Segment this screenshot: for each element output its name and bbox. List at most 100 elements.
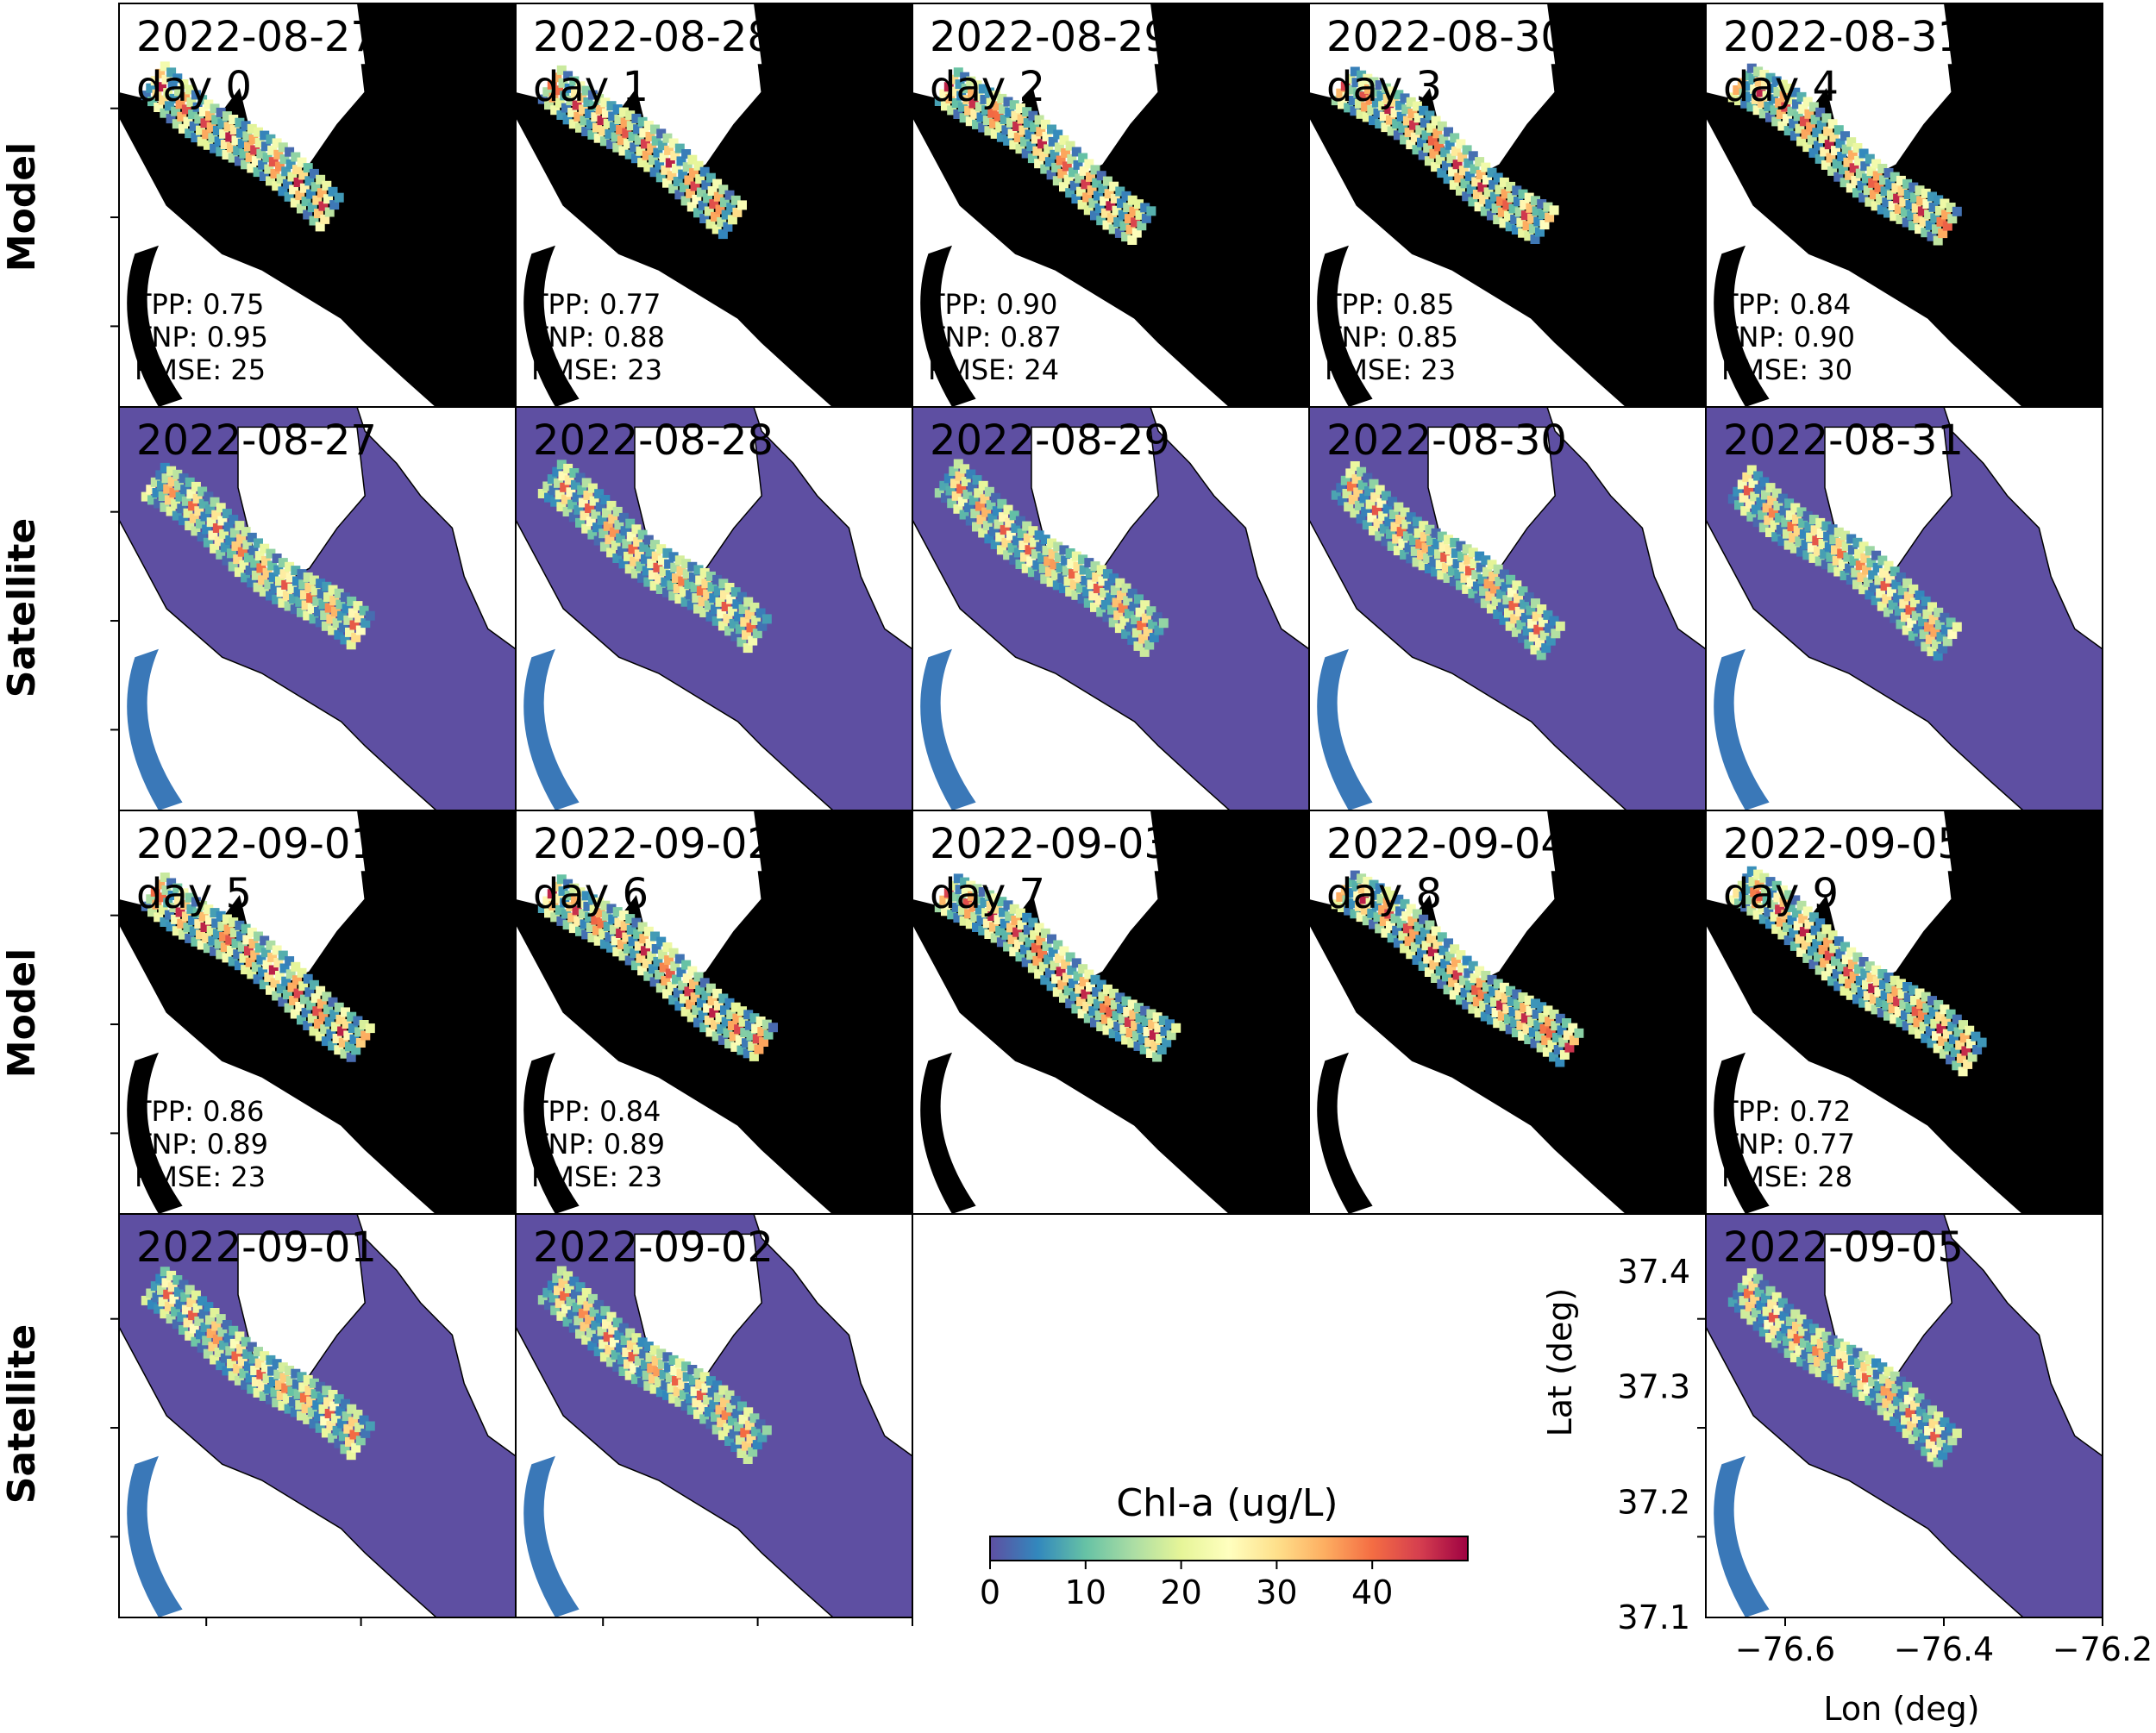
- chl-cell: [566, 1297, 576, 1306]
- chl-cell: [297, 1411, 306, 1421]
- chl-cell: [707, 1387, 718, 1398]
- chl-cell: [720, 590, 730, 600]
- chl-cell: [337, 1418, 348, 1429]
- land-southwest: [912, 923, 1232, 1214]
- chl-cell: [637, 922, 648, 932]
- chl-cell: [1336, 892, 1346, 902]
- chl-cell: [1938, 643, 1948, 654]
- chl-cell: [1390, 913, 1401, 923]
- chl-cell: [172, 926, 182, 936]
- chl-cell: [679, 1390, 689, 1400]
- chl-cell: [727, 606, 737, 616]
- chl-cell: [244, 553, 254, 563]
- chl-cell: [682, 1372, 693, 1382]
- chl-cell: [659, 962, 669, 973]
- chl-cell: [172, 73, 183, 84]
- chl-cell: [1135, 210, 1145, 220]
- chl-cell: [1084, 558, 1094, 568]
- chl-cell: [605, 1344, 615, 1354]
- chl-cell: [1750, 84, 1760, 94]
- chl-cell: [1067, 559, 1077, 569]
- chl-cell: [196, 125, 205, 135]
- chl-cell: [1907, 210, 1917, 221]
- chl-cell: [365, 610, 375, 621]
- chl-cell: [649, 1384, 660, 1394]
- chl-cell: [1456, 995, 1465, 1005]
- chl-cell: [1883, 560, 1894, 571]
- chl-cell: [1908, 182, 1919, 192]
- chl-cell: [668, 591, 679, 601]
- chl-cell: [242, 540, 253, 550]
- land-southwest: [1309, 519, 1628, 810]
- panel-day-label: day 3: [1326, 63, 1442, 111]
- chl-cell: [328, 186, 338, 197]
- chl-cell: [1783, 1336, 1792, 1346]
- chl-cell: [197, 136, 207, 147]
- chl-cell: [560, 482, 570, 492]
- chl-cell: [597, 116, 607, 126]
- chl-cell: [1737, 880, 1747, 891]
- chl-cell: [587, 894, 598, 904]
- chl-cell: [1767, 83, 1777, 93]
- chl-cell: [1952, 1060, 1962, 1071]
- chl-cell: [1847, 960, 1858, 969]
- chl-cell: [681, 559, 692, 569]
- chl-cell: [275, 576, 285, 586]
- chl-cell: [1497, 1010, 1507, 1021]
- chl-cell: [273, 1369, 284, 1380]
- chl-cell: [172, 1319, 182, 1329]
- chl-cell: [171, 106, 181, 116]
- chl-cell: [991, 91, 1001, 101]
- chl-cell: [262, 960, 273, 970]
- chl-cell: [1759, 1279, 1770, 1290]
- chl-cell: [1483, 579, 1494, 589]
- land-southwest: [1706, 116, 2025, 407]
- chl-cell: [1742, 71, 1752, 81]
- chl-cell: [991, 893, 1001, 904]
- chl-cell: [347, 1404, 357, 1414]
- chl-cell: [606, 1357, 617, 1367]
- chl-cell: [1481, 555, 1491, 566]
- chl-cell: [550, 497, 561, 507]
- chl-cell: [1917, 1420, 1927, 1430]
- chl-cell: [1742, 1275, 1752, 1286]
- chl-cell: [1531, 196, 1540, 206]
- chl-cell: [1916, 604, 1927, 614]
- chl-cell: [203, 537, 213, 547]
- chl-cell: [959, 113, 969, 123]
- chl-cell: [643, 535, 654, 545]
- chl-cell: [1789, 1341, 1799, 1351]
- chl-cell: [1785, 95, 1796, 105]
- chl-cell: [194, 1316, 204, 1326]
- chl-cell: [581, 85, 592, 96]
- chl-cell: [563, 1271, 573, 1281]
- chl-cell: [943, 82, 954, 92]
- panel-day-label: day 0: [136, 63, 252, 111]
- panel-frame: [1705, 1213, 2103, 1618]
- chl-cell: [150, 477, 160, 487]
- chl-cell: [1419, 521, 1429, 531]
- chl-cell: [1908, 985, 1919, 995]
- chl-cell: [1818, 945, 1828, 954]
- chl-cell: [1832, 555, 1842, 566]
- chl-cell: [1796, 900, 1807, 910]
- chl-cell: [242, 935, 253, 945]
- chl-cell: [1857, 1380, 1867, 1390]
- chl-cell: [1022, 912, 1032, 923]
- chl-cell: [179, 79, 189, 89]
- chl-cell: [248, 938, 259, 948]
- chl-cell: [1468, 960, 1478, 971]
- chl-cell: [1872, 562, 1883, 572]
- chl-cell: [631, 1333, 642, 1343]
- chl-cell: [231, 135, 241, 146]
- chl-cell: [1858, 998, 1869, 1008]
- chl-cell: [711, 211, 720, 222]
- chl-cell: [1495, 990, 1505, 1000]
- chl-cell: [1412, 145, 1422, 155]
- chl-cell: [278, 997, 288, 1007]
- chl-cell: [968, 891, 977, 901]
- chl-cell: [303, 973, 313, 984]
- chl-cell: [1084, 969, 1094, 979]
- chl-cell: [1396, 111, 1407, 122]
- chl-cell: [1533, 216, 1544, 227]
